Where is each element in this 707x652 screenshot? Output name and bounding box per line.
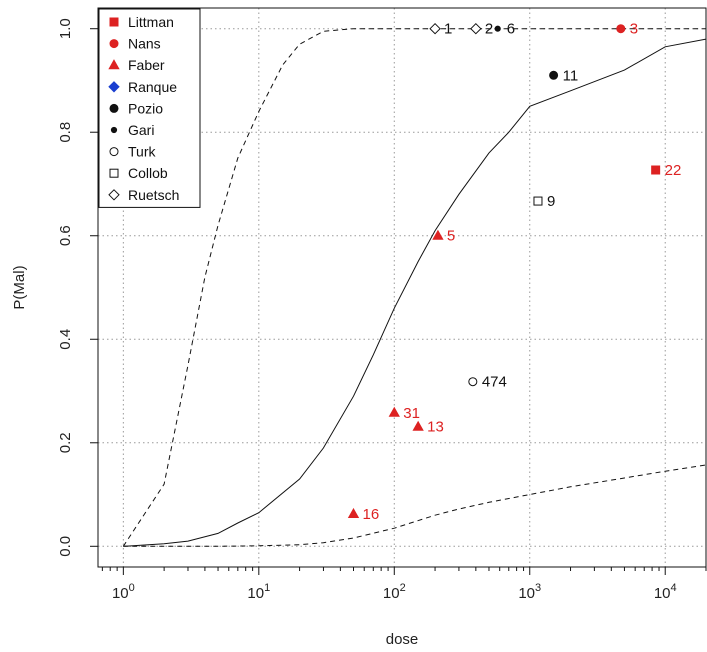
x-tick-label: 104 [654, 582, 677, 602]
legend-label: Ranque [128, 79, 177, 95]
x-tick-label: 103 [518, 582, 541, 602]
legend-label: Pozio [128, 100, 163, 116]
legend-marker [109, 39, 119, 49]
legend-label: Nans [128, 36, 161, 52]
data-point [616, 24, 626, 34]
y-tick-label: 0.6 [57, 225, 74, 246]
legend-label: Turk [128, 144, 156, 160]
grid [98, 8, 706, 567]
point-label: 2 [485, 21, 493, 38]
y-tick-label: 0.0 [57, 536, 74, 557]
y-tick-label: 1.0 [57, 18, 74, 39]
point-label: 9 [547, 193, 555, 210]
point-label: 474 [482, 374, 507, 391]
y-axis: 0.0 0.2 0.4 0.6 0.8 1.0 [57, 18, 99, 557]
x-tick-label: 102 [383, 582, 406, 602]
x-tick-label: 101 [247, 582, 270, 602]
data-point [388, 406, 400, 417]
data-point [429, 22, 441, 35]
data-point [432, 229, 444, 240]
legend-marker [109, 103, 119, 113]
x-tick-label: 100 [112, 582, 135, 602]
y-axis-title: P(Mal) [11, 265, 28, 309]
bound-curve-2 [123, 464, 707, 547]
legend-marker [108, 59, 120, 70]
legend-label: Collob [128, 165, 168, 181]
y-tick-label: 0.4 [57, 329, 74, 350]
legend-marker [108, 189, 120, 201]
legend-marker [109, 17, 119, 27]
fit-curve [123, 38, 707, 547]
data-points: 1 2 6 3 11 22 9 5 474 31 13 16 [347, 21, 682, 523]
data-point [470, 22, 482, 35]
data-point [549, 70, 559, 80]
data-point [533, 196, 543, 206]
point-label: 11 [563, 67, 579, 84]
point-label: 6 [507, 21, 515, 38]
legend-label: Gari [128, 122, 154, 138]
legend-marker [108, 81, 120, 93]
point-label: 3 [630, 21, 638, 38]
legend-label: Littman [128, 14, 174, 30]
legend: Littman Nans Faber Ranque Pozio Gari Turk Collo… [98, 8, 201, 208]
data-point [412, 420, 424, 431]
legend-label: Faber [128, 57, 165, 73]
fitted-curves [122, 28, 707, 547]
data-point [494, 25, 501, 32]
point-label: 13 [427, 419, 444, 436]
y-tick-label: 0.2 [57, 432, 74, 453]
legend-marker [109, 168, 119, 178]
data-point [651, 165, 661, 175]
legend-marker [110, 126, 118, 134]
point-label: 22 [665, 162, 682, 179]
point-label: 16 [363, 506, 380, 523]
point-label: 1 [444, 21, 452, 38]
x-axis-title: dose [386, 631, 419, 648]
data-point [347, 507, 360, 518]
x-axis: 100 101 102 103 104 [101, 566, 707, 602]
legend-label: Ruetsch [128, 187, 179, 203]
data-point [468, 377, 478, 387]
y-tick-label: 0.8 [57, 122, 74, 143]
point-label: 5 [447, 228, 455, 245]
point-label: 31 [403, 405, 420, 422]
legend-marker [109, 147, 119, 157]
bound-curve-1 [122, 28, 706, 547]
